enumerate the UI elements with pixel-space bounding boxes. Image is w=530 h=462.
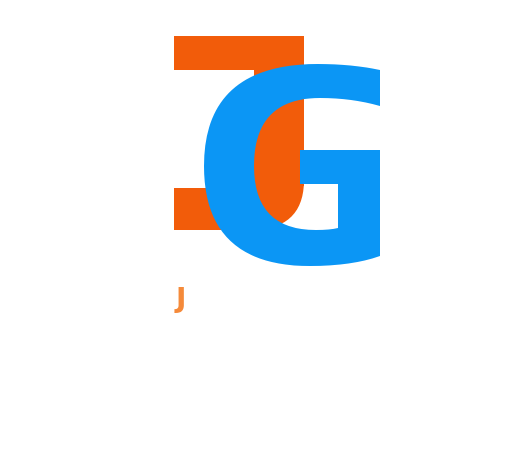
caption-letter: J <box>176 281 187 314</box>
letter-g-mark <box>204 64 380 266</box>
